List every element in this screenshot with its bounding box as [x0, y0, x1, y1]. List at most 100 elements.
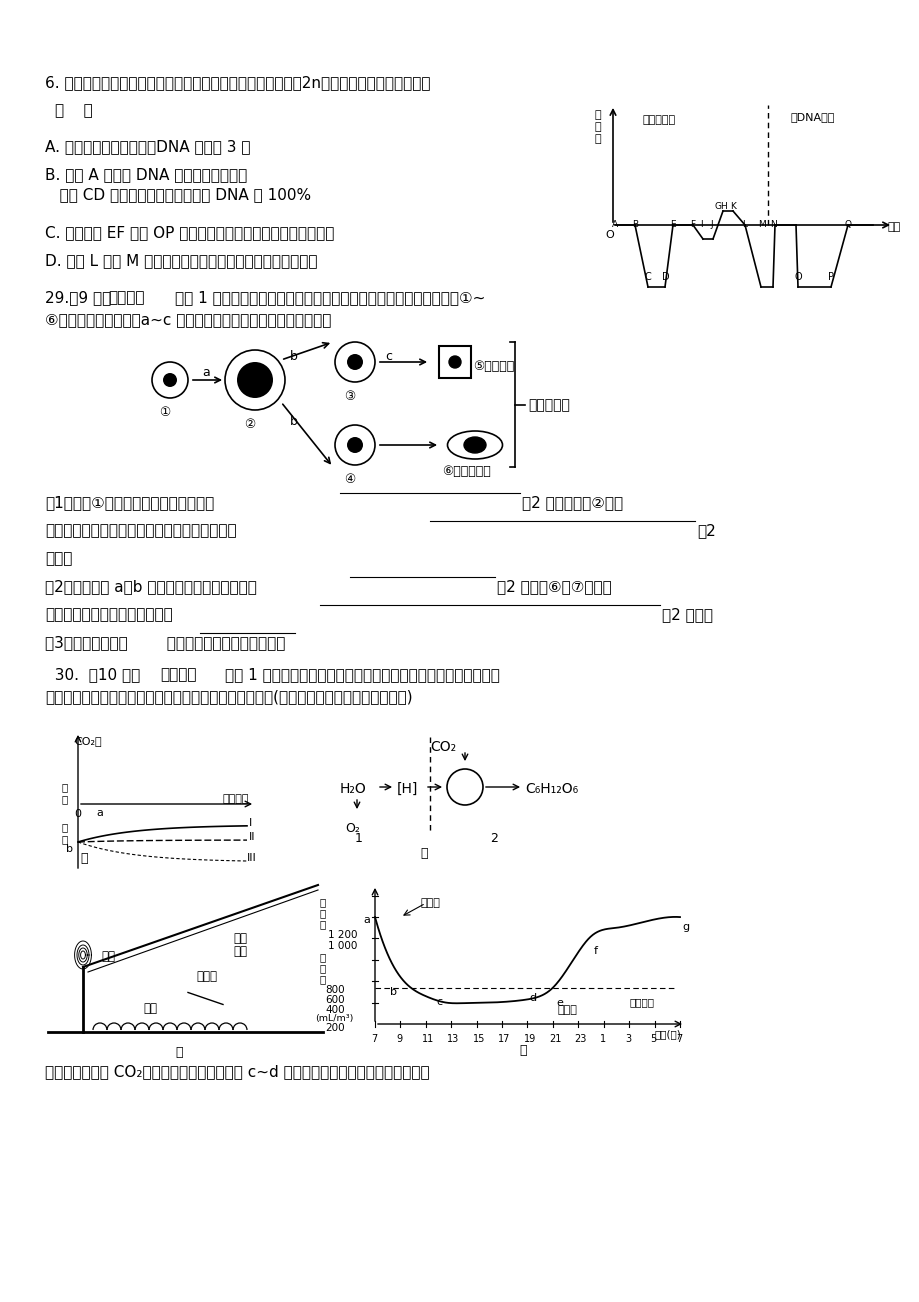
Text: 23: 23 — [573, 1034, 586, 1044]
Text: ④: ④ — [344, 473, 356, 486]
Text: b: b — [390, 987, 397, 997]
Text: b: b — [289, 350, 298, 363]
Text: 盖草席: 盖草席 — [558, 1005, 577, 1016]
Text: 时间(时): 时间(时) — [654, 1029, 681, 1039]
Text: 氧: 氧 — [320, 907, 326, 918]
Text: 除标注外: 除标注外 — [108, 290, 144, 305]
Text: （2 分），⑥与⑦基因型: （2 分），⑥与⑦基因型 — [496, 579, 611, 594]
Text: ）2: ）2 — [697, 523, 715, 538]
Text: Q: Q — [844, 220, 851, 229]
Text: 时间: 时间 — [887, 223, 901, 232]
Text: O: O — [605, 230, 613, 240]
Text: g: g — [681, 922, 688, 932]
Text: 9: 9 — [396, 1034, 403, 1044]
Text: 度: 度 — [320, 974, 326, 984]
Text: b: b — [66, 844, 73, 854]
Circle shape — [448, 355, 460, 368]
Text: e: e — [555, 997, 562, 1008]
Text: F: F — [689, 220, 695, 229]
Text: 揭草席: 揭草席 — [420, 898, 440, 907]
Text: B: B — [631, 220, 638, 229]
Text: （2 分），细胞②不能: （2 分），细胞②不能 — [521, 495, 622, 510]
Text: I: I — [699, 220, 702, 229]
Text: 则在 CD 段可检测到含有标记的核 DNA 占 100%: 则在 CD 段可检测到含有标记的核 DNA 占 100% — [45, 187, 311, 202]
Text: L: L — [742, 220, 746, 229]
Text: 塑料: 塑料 — [233, 932, 246, 945]
Text: M: M — [757, 220, 765, 229]
Text: （1）细胞①与植物细胞最主要的区别是: （1）细胞①与植物细胞最主要的区别是 — [45, 495, 214, 510]
Text: A: A — [611, 220, 618, 229]
Text: a: a — [202, 366, 210, 379]
Text: ⑤上皮细胞: ⑤上皮细胞 — [472, 359, 514, 372]
Text: 甲: 甲 — [80, 852, 87, 865]
Text: ③: ③ — [344, 391, 356, 404]
Text: G: G — [714, 202, 721, 211]
Text: 关系和相关生理过程；丙、丁表示种植蔬菜的大棚剪面图(棚顶的草席是用草制成的覆盖物): 关系和相关生理过程；丙、丁表示种植蔬菜的大棚剪面图(棚顶的草席是用草制成的覆盖物… — [45, 689, 413, 704]
Text: 5: 5 — [650, 1034, 656, 1044]
Text: II: II — [249, 832, 255, 842]
Circle shape — [237, 362, 273, 398]
Circle shape — [163, 372, 176, 387]
Text: (mL/m³): (mL/m³) — [314, 1014, 353, 1023]
Text: ②: ② — [244, 418, 255, 431]
Text: 6. 如图示为某生物细胞分裂过程示意图（体细胞染色体数目为2n），据图分析不能得出的是: 6. 如图示为某生物细胞分裂过程示意图（体细胞染色体数目为2n），据图分析不能得… — [45, 76, 430, 90]
Text: f: f — [594, 947, 597, 957]
Text: 薄膜: 薄膜 — [233, 945, 246, 958]
Text: ⑥为各个时期的细胞，a~c 表示细胞进行的生理过程，据图分析：: ⑥为各个时期的细胞，a~c 表示细胞进行的生理过程，据图分析： — [45, 312, 331, 327]
Text: 0: 0 — [74, 809, 81, 819]
Ellipse shape — [447, 431, 502, 460]
Text: 放: 放 — [62, 835, 68, 844]
Text: 每空 1 分）下列图示中甲、乙所示植物光合作用与光照强度之间的: 每空 1 分）下列图示中甲、乙所示植物光合作用与光照强度之间的 — [225, 667, 499, 682]
Text: 分）。: 分）。 — [45, 551, 73, 566]
Text: 通风口: 通风口 — [196, 970, 217, 983]
Text: （    ）: （ ） — [55, 103, 93, 118]
Text: 7: 7 — [675, 1034, 682, 1044]
Text: （3）细胞凋亡是由        决定的细胞自动死亡的过程。: （3）细胞凋亡是由 决定的细胞自动死亡的过程。 — [45, 635, 285, 650]
Text: 和一天中大棚内 CO₂浓度变化的曲线，其中在 c~d 期间打开大棚通风口。请据图回答：: 和一天中大棚内 CO₂浓度变化的曲线，其中在 c~d 期间打开大棚通风口。请据图… — [45, 1064, 429, 1079]
Text: 相同但蛋白质种类不同的原因是: 相同但蛋白质种类不同的原因是 — [45, 607, 173, 622]
Text: 200: 200 — [324, 1023, 345, 1032]
Text: 17: 17 — [497, 1034, 510, 1044]
Text: 1: 1 — [355, 832, 362, 845]
Text: 11: 11 — [422, 1034, 434, 1044]
Text: 1 000: 1 000 — [328, 941, 357, 950]
Text: CO₂: CO₂ — [429, 740, 456, 754]
Text: a: a — [96, 809, 103, 818]
Text: 无限长大的原因是受细胞核控制能力的限制以及: 无限长大的原因是受细胞核控制能力的限制以及 — [45, 523, 236, 538]
Text: c: c — [436, 996, 442, 1006]
Text: C. 在图中的 EF 段和 OP 段，细胞中含有的染色体数都是相等的: C. 在图中的 EF 段和 OP 段，细胞中含有的染色体数都是相等的 — [45, 225, 334, 240]
Text: 30.  （10 分，: 30. （10 分， — [45, 667, 140, 682]
Text: H: H — [720, 202, 726, 211]
Text: （2）直接参与 a、b 过程的无膜结构的细胞器有: （2）直接参与 a、b 过程的无膜结构的细胞器有 — [45, 579, 256, 594]
Text: O: O — [794, 272, 801, 283]
Text: d: d — [529, 993, 536, 1004]
Text: III: III — [246, 853, 256, 863]
Text: 核DNA含量: 核DNA含量 — [790, 112, 834, 122]
Text: 大气水平: 大气水平 — [630, 997, 654, 1008]
Ellipse shape — [463, 437, 485, 453]
Text: 光照强度: 光照强度 — [222, 794, 249, 805]
Circle shape — [346, 437, 363, 453]
Text: C: C — [644, 272, 651, 283]
Text: 衰老、凋亡: 衰老、凋亡 — [528, 398, 569, 413]
Text: I: I — [249, 818, 252, 828]
Text: c: c — [384, 350, 391, 363]
Text: 600: 600 — [324, 995, 345, 1005]
Text: A. 图示细胞分裂过程中，DNA 复制了 3 次: A. 图示细胞分裂过程中，DNA 复制了 3 次 — [45, 139, 250, 154]
Text: J: J — [709, 220, 712, 229]
Text: N: N — [769, 220, 776, 229]
Text: 乙: 乙 — [420, 848, 427, 861]
Text: 蔬菜: 蔬菜 — [142, 1003, 157, 1016]
Text: D: D — [662, 272, 669, 283]
Text: 800: 800 — [324, 986, 345, 995]
Text: 收: 收 — [62, 794, 68, 805]
Text: 400: 400 — [324, 1005, 345, 1016]
Text: H₂O: H₂O — [340, 783, 367, 796]
Circle shape — [346, 354, 363, 370]
Text: 21: 21 — [549, 1034, 561, 1044]
Text: P: P — [827, 272, 834, 283]
Text: 释: 释 — [62, 822, 68, 832]
Text: 29.（9 分，: 29.（9 分， — [45, 290, 111, 305]
Text: 每空 1 分）如图为人体细胞分裂、分化、衰老、凋亡的示意图，图中①~: 每空 1 分）如图为人体细胞分裂、分化、衰老、凋亡的示意图，图中①~ — [175, 290, 485, 305]
Text: 除标注外: 除标注外 — [160, 667, 197, 682]
